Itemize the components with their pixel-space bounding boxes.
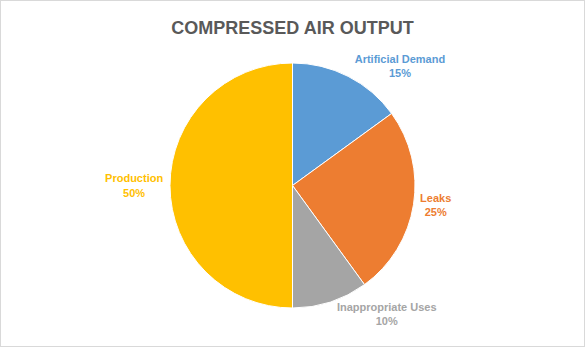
svg-text:Leaks25%: Leaks25% bbox=[420, 192, 451, 218]
svg-text:COMPRESSED AIR OUTPUT: COMPRESSED AIR OUTPUT bbox=[171, 18, 413, 38]
svg-text:Inappropriate Uses10%: Inappropriate Uses10% bbox=[337, 301, 437, 327]
svg-text:Production50%: Production50% bbox=[105, 172, 163, 198]
svg-text:Artificial Demand15%: Artificial Demand15% bbox=[355, 53, 445, 79]
